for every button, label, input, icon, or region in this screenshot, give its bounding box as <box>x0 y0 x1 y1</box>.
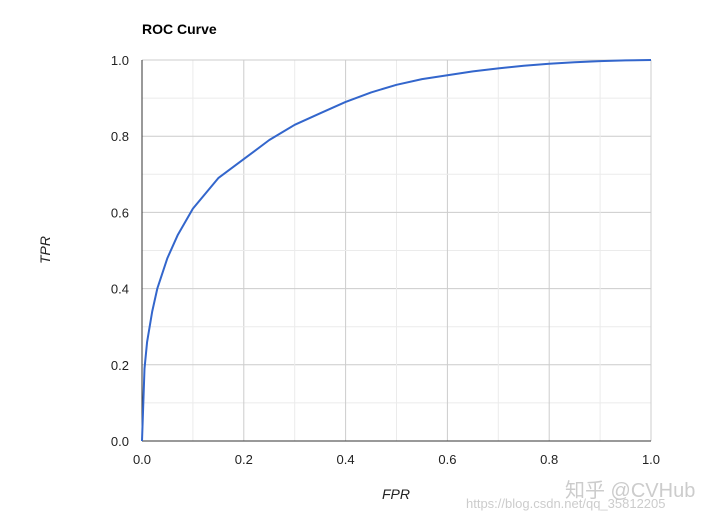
series-layer <box>141 59 652 442</box>
x-axis-label: FPR <box>382 486 410 502</box>
y-tick-label: 0.8 <box>111 129 129 144</box>
watermark-url: https://blog.csdn.net/qq_35812205 <box>466 496 666 511</box>
y-tick-label: 0.6 <box>111 205 129 220</box>
x-tick-label: 1.0 <box>642 452 660 467</box>
x-tick-label: 0.8 <box>540 452 558 467</box>
y-tick-label: 0.4 <box>111 282 129 297</box>
x-tick-label: 0.4 <box>337 452 355 467</box>
roc-series-line <box>141 59 652 442</box>
x-tick-label: 0.0 <box>133 452 151 467</box>
chart-title: ROC Curve <box>142 21 217 37</box>
y-tick-label: 0.2 <box>111 358 129 373</box>
y-axis-label: TPR <box>37 236 53 264</box>
grid <box>142 59 652 441</box>
tick-labels: 0.0 0.2 0.4 0.6 0.8 1.0 0.0 0.2 0.4 0.6 0.8 1.0 <box>111 53 660 467</box>
y-tick-label: 1.0 <box>111 53 129 68</box>
axes <box>141 60 651 442</box>
y-tick-label: 0.0 <box>111 434 129 449</box>
x-tick-label: 0.6 <box>438 452 456 467</box>
x-tick-label: 0.2 <box>235 452 253 467</box>
watermark-brand: 知乎 @CVHub <box>565 479 695 502</box>
